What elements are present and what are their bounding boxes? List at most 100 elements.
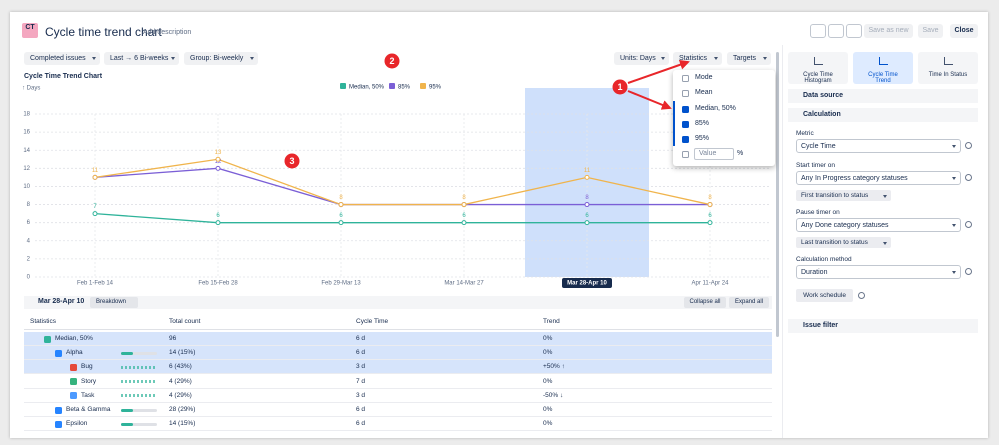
trend-chart: Cycle Time Trend Chart ↑ Days 0 2 4 6 8 10 12 14 1…	[22, 73, 770, 288]
table-row[interactable]	[24, 346, 772, 361]
legend-label: 85%	[398, 85, 411, 91]
table-cell: 6 d	[356, 349, 366, 357]
dropdown-item[interactable]: Mean	[695, 89, 713, 97]
table-row[interactable]	[24, 375, 772, 389]
toolbar-dropdown[interactable]: Last → 6 Bi-weeks	[104, 52, 179, 65]
table-cell: 14 (15%)	[169, 420, 196, 428]
icon-button[interactable]	[828, 24, 844, 38]
header-button[interactable]: Close	[950, 24, 978, 38]
option-chip[interactable]: Last transition to status	[796, 237, 891, 248]
table-cell: 6 d	[356, 406, 366, 413]
progress-track	[121, 380, 155, 384]
table-cell: 14 (15%)	[169, 349, 196, 357]
x-tick-label: Mar 14-Mar 27	[444, 281, 484, 287]
field-select[interactable]: Duration	[796, 265, 961, 279]
expand-all[interactable]: Expand all	[729, 297, 769, 308]
data-label: 6	[339, 213, 343, 219]
table-cell: Task	[81, 391, 95, 399]
header-button[interactable]: Save	[918, 24, 943, 38]
section-header[interactable]: Calculation	[788, 108, 978, 122]
app-window: Cycle Time Trend Chart ↑ Days 0 2 4 6 8 10 12 14 1…	[10, 12, 988, 438]
progress-fill	[121, 351, 133, 355]
y-tick-label: 16	[23, 130, 30, 136]
breakdown-button[interactable]: Breakdown	[90, 297, 138, 308]
legend-swatch	[389, 83, 395, 89]
data-point	[338, 220, 344, 226]
checkbox[interactable]	[682, 90, 689, 98]
icon-button[interactable]	[846, 24, 862, 38]
sidebar-tab[interactable]: Cycle Time Histogram	[788, 52, 848, 84]
table-cell: 6 d	[356, 420, 366, 428]
legend-swatch	[340, 83, 346, 89]
dropdown-item[interactable]: 95%	[695, 135, 710, 143]
icon-button[interactable]	[810, 24, 826, 38]
sidebar-divider	[782, 45, 783, 438]
data-label: 7	[93, 204, 97, 210]
x-tick-label: Mar 28-Apr 10	[567, 281, 607, 287]
option-chip[interactable]: First transition to status	[796, 190, 891, 201]
period-label[interactable]: Mar 28-Apr 10	[38, 298, 85, 305]
add-description[interactable]: Add description	[143, 29, 192, 36]
sidebar-tab[interactable]: Time In Status	[918, 52, 978, 84]
collapse-all[interactable]: Collapse all	[684, 297, 726, 308]
data-label: 8	[339, 195, 343, 201]
progress-track	[121, 422, 157, 426]
checkbox[interactable]	[682, 120, 689, 128]
row-icon	[55, 406, 62, 414]
dropdown-item[interactable]: Median, 50%	[695, 104, 736, 112]
dropdown-item[interactable]: Mode	[695, 74, 713, 81]
checkbox[interactable]	[682, 105, 689, 113]
table-row[interactable]	[24, 332, 772, 346]
tab-icon	[879, 57, 888, 65]
section-header[interactable]: Issue filter	[788, 319, 978, 333]
info-icon	[965, 268, 972, 275]
toolbar-dropdown[interactable]: Statistics	[673, 52, 722, 65]
y-tick-label: 2	[27, 256, 31, 262]
column-header: Total count	[169, 318, 201, 325]
data-point	[461, 202, 467, 208]
header-divider	[24, 329, 772, 330]
section-header[interactable]: Data source	[788, 89, 978, 103]
field-select[interactable]: Any In Progress category statuses	[796, 171, 961, 185]
y-tick-label: 14	[23, 148, 30, 154]
legend-swatch	[420, 83, 426, 89]
x-tick-label: Feb 15-Feb 28	[198, 281, 238, 287]
legend-label: 95%	[429, 85, 442, 91]
checkbox[interactable]	[682, 75, 689, 82]
table-row[interactable]	[24, 403, 772, 417]
data-point	[584, 174, 590, 180]
field-select[interactable]: Any Done category statuses	[796, 218, 961, 232]
field-select[interactable]: Cycle Time	[796, 139, 961, 153]
table-cell: 6 (43%)	[169, 363, 192, 371]
sidebar-tab[interactable]: Cycle Time Trend	[853, 52, 913, 84]
progress-track	[121, 408, 157, 412]
data-point	[215, 156, 221, 162]
data-label: 6	[216, 213, 220, 219]
header-button[interactable]: Save as new	[864, 24, 913, 38]
checkbox[interactable]	[682, 136, 689, 144]
row-icon	[70, 392, 77, 400]
unit-label: %	[737, 150, 744, 157]
table-row[interactable]	[24, 360, 772, 375]
work-schedule-button[interactable]: Work schedule	[796, 289, 853, 302]
row-icon	[44, 335, 51, 343]
table-row[interactable]	[24, 389, 772, 403]
toolbar-dropdown[interactable]: Units: Days	[614, 52, 669, 65]
value-input[interactable]: Value	[694, 148, 734, 160]
table-row[interactable]	[24, 417, 772, 432]
table-cell: 3 d	[356, 363, 366, 371]
toolbar-dropdown[interactable]: Targets	[727, 52, 771, 65]
table-cell: 4 (29%)	[169, 377, 192, 385]
data-label: 8	[462, 195, 466, 201]
y-axis-label: ↑ Days	[22, 86, 40, 92]
data-point	[707, 202, 713, 208]
checkbox[interactable]	[682, 151, 689, 158]
table-cell: 0%	[543, 335, 553, 342]
data-label: 6	[585, 213, 589, 219]
toolbar-dropdown[interactable]: Completed issues	[24, 52, 100, 65]
dropdown-item[interactable]: 85%	[695, 119, 710, 127]
column-header: Cycle Time	[356, 318, 389, 325]
row-icon	[55, 420, 62, 428]
toolbar-dropdown[interactable]: Group: Bi-weekly	[184, 52, 258, 65]
column-header: Statistics	[30, 318, 57, 325]
